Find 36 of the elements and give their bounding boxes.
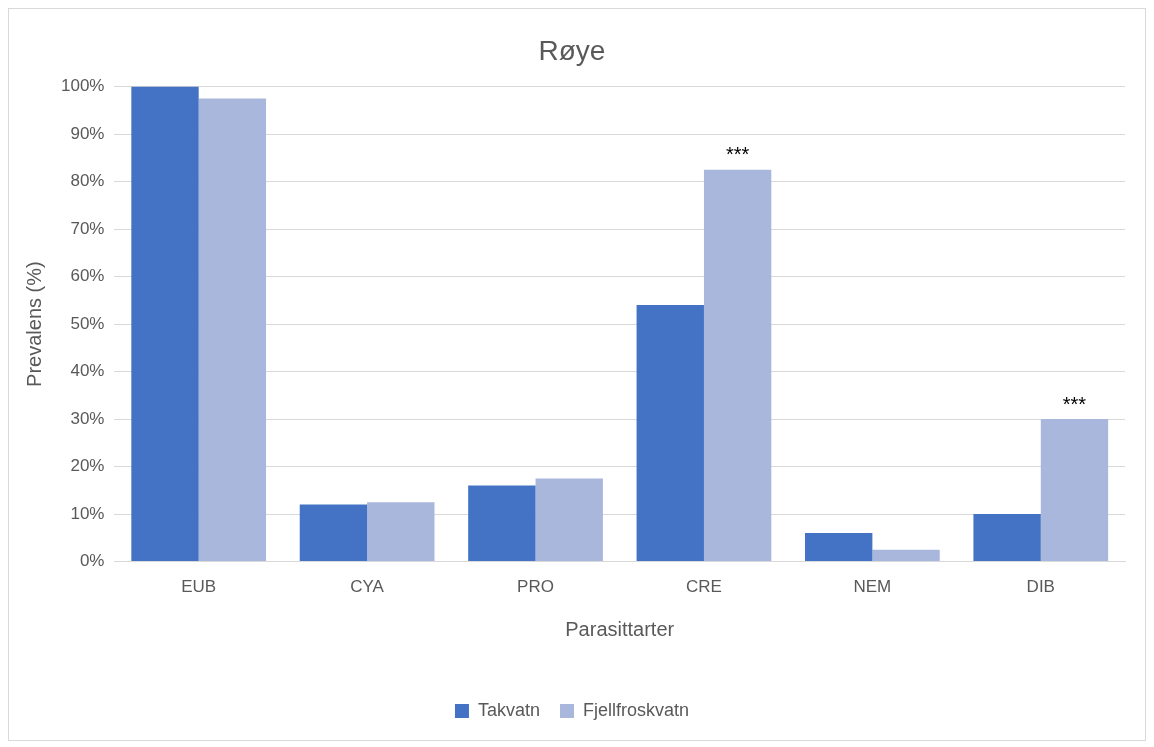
bar [299,504,368,562]
y-tick-label: 50% [70,313,105,333]
bar [636,305,704,562]
bar [973,514,1041,562]
y-tick-label: 40% [70,361,105,381]
y-tick-label: 30% [70,408,105,428]
y-tick-label: 10% [70,503,105,523]
y-tick-label: 90% [70,123,105,143]
legend-label: Takvatn [477,699,541,720]
y-axis-title: Prevalens (%) [22,261,45,387]
y-tick-label: 100% [61,76,105,96]
bar [468,485,536,562]
x-tick-label: EUB [181,577,217,597]
bar [535,478,603,562]
y-tick-label: 60% [70,266,105,286]
legend-label: Fjellfroskvatn [583,699,690,720]
y-tick-label: 80% [70,171,105,191]
bar [198,98,267,562]
bar [703,169,772,562]
y-tick-label: 20% [70,456,105,476]
x-tick-label: CRE [686,577,722,597]
x-tick-label: DIB [1026,577,1055,597]
y-tick-label: 0% [79,551,105,571]
bar [367,502,435,562]
annotation: *** [725,143,750,166]
x-tick-label: CYA [350,577,385,597]
bar [131,86,199,562]
bar [872,549,940,562]
chart-title: Røye [538,34,606,66]
y-tick-label: 70% [70,218,105,238]
x-tick-label: NEM [853,577,892,597]
x-tick-label: PRO [517,577,554,597]
bar [1040,419,1109,562]
x-axis-title: Parasittarter [565,617,675,640]
annotation: *** [1062,392,1087,415]
bar [805,533,873,562]
